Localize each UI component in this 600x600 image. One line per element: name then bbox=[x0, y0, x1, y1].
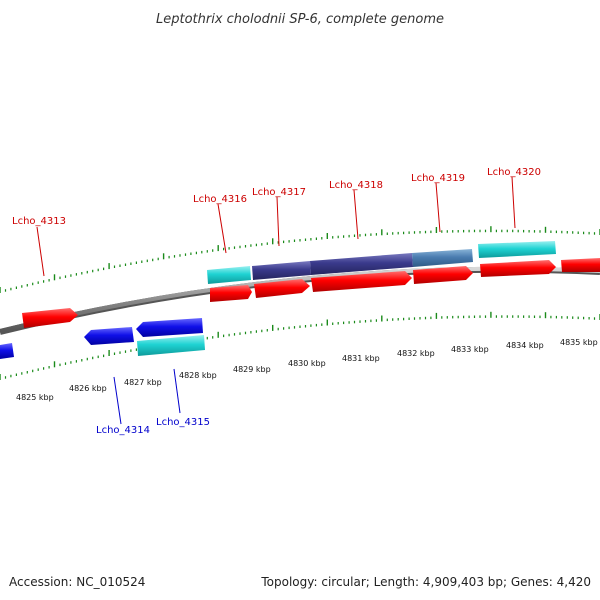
gene-label-lcho-4315[interactable]: Lcho_4315 bbox=[156, 417, 210, 428]
gene-arrow-offscreen-right[interactable] bbox=[561, 258, 600, 272]
gene-arrow-lcho-4316[interactable] bbox=[210, 285, 252, 302]
feature-bar-lcho-4319[interactable] bbox=[412, 249, 473, 267]
reverse-label-leaders bbox=[113, 368, 181, 425]
gene-arrow-lcho-4317[interactable] bbox=[254, 279, 310, 298]
scale-label: 4829 kbp bbox=[233, 365, 271, 374]
gene-label-lcho-4319[interactable]: Lcho_4319 bbox=[411, 173, 465, 184]
gene-label-lcho-4318[interactable]: Lcho_4318 bbox=[329, 180, 383, 191]
scale-label: 4834 kbp bbox=[506, 341, 544, 350]
forward-label-leaders bbox=[36, 176, 516, 277]
scale-label: 4831 kbp bbox=[342, 354, 380, 363]
leader-lcho-4313 bbox=[36, 226, 45, 277]
gene-label-lcho-4313[interactable]: Lcho_4313 bbox=[12, 216, 66, 227]
gene-arrow-lcho-4320[interactable] bbox=[480, 260, 556, 277]
leader-lcho-4319 bbox=[435, 182, 441, 233]
gene-arrow-offscreen-left[interactable] bbox=[0, 343, 14, 359]
gene-label-lcho-4317[interactable]: Lcho_4317 bbox=[252, 187, 306, 198]
gene-label-lcho-4316[interactable]: Lcho_4316 bbox=[193, 194, 247, 205]
feature-bar-lcho-4315[interactable] bbox=[137, 335, 205, 356]
feature-bar-lcho-4316[interactable] bbox=[207, 266, 251, 284]
gene-arrow-lcho-4315[interactable] bbox=[136, 318, 203, 337]
gene-label-lcho-4314[interactable]: Lcho_4314 bbox=[96, 425, 150, 436]
gene-arrow-lcho-4318[interactable] bbox=[311, 271, 412, 292]
scale-label: 4832 kbp bbox=[397, 349, 435, 358]
map-title: Leptothrix cholodnii SP-6, complete geno… bbox=[156, 12, 444, 27]
accession-text: Accession: NC_010524 bbox=[9, 575, 145, 589]
scale-label: 4833 kbp bbox=[451, 345, 489, 354]
leader-lcho-4320 bbox=[511, 176, 516, 229]
scale-label: 4828 kbp bbox=[179, 371, 217, 380]
scale-label: 4827 kbp bbox=[124, 378, 162, 387]
gene-arrow-lcho-4319[interactable] bbox=[413, 266, 473, 284]
scale-label: 4835 kbp bbox=[560, 338, 598, 347]
leader-lcho-4317 bbox=[276, 196, 280, 247]
feature-bar-lcho-4318[interactable] bbox=[310, 253, 413, 275]
scale-label: 4826 kbp bbox=[69, 384, 107, 393]
gene-label-lcho-4320[interactable]: Lcho_4320 bbox=[487, 167, 541, 178]
gene-arrow-lcho-4314[interactable] bbox=[84, 327, 134, 345]
scale-label: 4825 kbp bbox=[16, 393, 54, 402]
leader-lcho-4316 bbox=[217, 203, 227, 254]
feature-bar-lcho-4317[interactable] bbox=[252, 261, 311, 280]
scale-labels: 4825 kbp 4826 kbp 4827 kbp 4828 kbp 4829… bbox=[16, 338, 598, 402]
outer-tick-arc bbox=[0, 226, 600, 293]
scale-label: 4830 kbp bbox=[288, 359, 326, 368]
leader-lcho-4318 bbox=[353, 189, 359, 240]
topology-summary-text: Topology: circular; Length: 4,909,403 bp… bbox=[260, 575, 591, 589]
leader-lcho-4314 bbox=[113, 376, 122, 425]
genome-backbone bbox=[0, 266, 600, 333]
feature-bar-lcho-4320[interactable] bbox=[478, 241, 556, 258]
leader-lcho-4315 bbox=[173, 368, 181, 414]
gene-arrow-lcho-4313[interactable] bbox=[22, 308, 78, 328]
